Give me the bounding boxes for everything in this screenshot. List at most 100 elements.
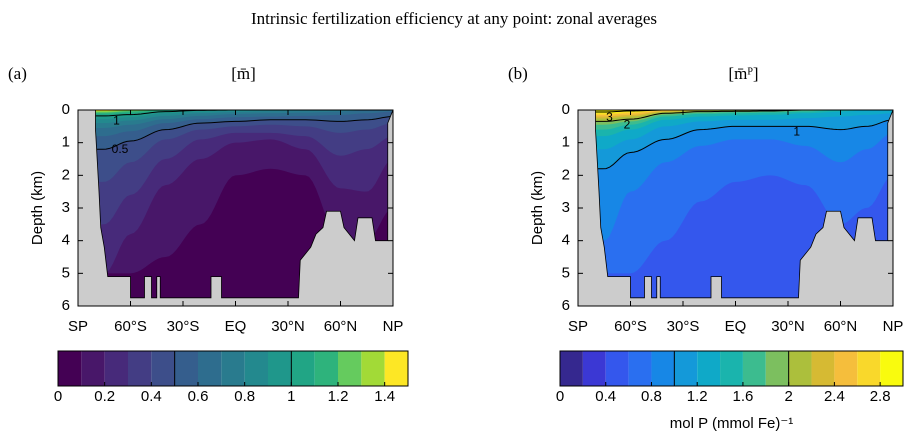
x-tick-label: 30°S xyxy=(667,318,700,335)
y-tick-label: 2 xyxy=(562,166,570,183)
y-tick-label: 0 xyxy=(62,101,70,118)
y-tick-label: 4 xyxy=(62,232,70,249)
y-tick-label: 4 xyxy=(562,232,570,249)
y-tick-label: 1 xyxy=(562,134,570,151)
contour-label: 1 xyxy=(793,125,800,139)
colorbar-tick-label: 1.2 xyxy=(328,388,349,405)
colorbar-segment xyxy=(857,351,881,386)
y-tick-label: 2 xyxy=(62,166,70,183)
contour-label: 2 xyxy=(624,117,631,131)
panel-label: (b) xyxy=(508,64,528,83)
y-axis-label: Depth (km) xyxy=(29,171,46,245)
colorbar-box xyxy=(559,350,904,387)
contour-label: 0.5 xyxy=(112,142,129,156)
y-tick-label: 6 xyxy=(62,297,70,314)
colorbar-segment xyxy=(81,351,105,386)
colorbar-tick-label: 2 xyxy=(784,388,792,405)
colorbar-tick-label: 2.4 xyxy=(824,388,845,405)
colorbar-tick-label: 0 xyxy=(556,388,564,405)
colorbar-tick-label: 0.8 xyxy=(234,388,255,405)
colorbar-segment xyxy=(605,351,629,386)
contour-band xyxy=(78,110,393,116)
colorbar-segment xyxy=(788,351,812,386)
contour-band xyxy=(578,110,893,122)
panel-title: [m̄] xyxy=(231,64,256,83)
colorbar-tick-label: 0.4 xyxy=(595,388,616,405)
colorbar-tick-label: 0.4 xyxy=(141,388,162,405)
colorbar-segment xyxy=(128,351,152,386)
colorbar-segment xyxy=(742,351,766,386)
y-tick-label: 3 xyxy=(62,199,70,216)
colorbar-segment xyxy=(674,351,698,386)
colorbar-segment xyxy=(244,351,268,386)
x-tick-label: 60°S xyxy=(114,318,147,335)
colorbar-segment xyxy=(221,351,245,386)
contour-line xyxy=(578,119,893,170)
colorbar-segment xyxy=(651,351,675,386)
contour-label: 1 xyxy=(113,113,120,127)
colorbar-tick-label: 1 xyxy=(287,388,295,405)
colorbar-segment xyxy=(834,351,858,386)
contour-band xyxy=(578,110,893,241)
colorbar-segment xyxy=(560,351,583,386)
y-axis-label: Depth (km) xyxy=(529,171,546,245)
colorbar-segment xyxy=(880,351,903,386)
plot-area: 32 1 xyxy=(578,110,893,306)
x-tick-label: SP xyxy=(568,318,588,335)
plot-area: 10.5 xyxy=(78,110,393,306)
colorbar-segment xyxy=(58,351,82,386)
y-tick-label: 5 xyxy=(62,264,70,281)
colorbar-segment xyxy=(582,351,606,386)
x-tick-label: 30°N xyxy=(771,318,805,335)
panel-label: (a) xyxy=(8,64,27,83)
land-mask xyxy=(78,110,393,306)
colorbar-tick-label: 1.6 xyxy=(733,388,754,405)
y-tick-label: 6 xyxy=(562,297,570,314)
colorbar-tick-label: 0 xyxy=(54,388,62,405)
colorbar-segment xyxy=(384,351,408,386)
colorbar-segment xyxy=(198,351,222,386)
colorbar-segment xyxy=(104,351,128,386)
x-tick-label: 60°N xyxy=(324,318,358,335)
y-tick-label: 0 xyxy=(562,101,570,118)
colorbar-segment xyxy=(151,351,175,386)
land-mask xyxy=(578,110,893,306)
colorbar-segment xyxy=(811,351,835,386)
y-tick-label: 3 xyxy=(562,199,570,216)
x-tick-label: EQ xyxy=(725,318,747,335)
colorbar-segment xyxy=(338,351,362,386)
colorbar-segment xyxy=(361,351,385,386)
contour-line xyxy=(78,116,393,150)
colorbar-segment xyxy=(174,351,198,386)
colorbar-tick-label: 0.6 xyxy=(188,388,209,405)
colorbar-label: mol P (mmol Fe)⁻¹ xyxy=(670,415,793,432)
x-tick-label: 60°N xyxy=(824,318,858,335)
colorbar-tick-label: 0.2 xyxy=(94,388,115,405)
colorbar-tick-label: 1.4 xyxy=(374,388,395,405)
colorbar-segment xyxy=(291,351,315,386)
x-tick-label: NP xyxy=(883,318,904,335)
x-tick-label: 60°S xyxy=(614,318,647,335)
contour-label: 3 xyxy=(606,110,613,124)
colorbar-tick-label: 0.8 xyxy=(641,388,662,405)
colorbar-segment xyxy=(628,351,652,386)
x-tick-label: NP xyxy=(383,318,404,335)
x-tick-label: 30°S xyxy=(167,318,200,335)
panel-title: [m̄ᴾ] xyxy=(728,64,758,83)
colorbar-box xyxy=(57,350,409,387)
colorbar-segment xyxy=(268,351,292,386)
colorbar-segment xyxy=(720,351,743,386)
x-tick-label: SP xyxy=(68,318,88,335)
contour-band xyxy=(578,110,893,119)
y-tick-label: 1 xyxy=(62,134,70,151)
colorbar-segment xyxy=(314,351,338,386)
colorbar-tick-label: 2.8 xyxy=(870,388,891,405)
colorbar-segment xyxy=(765,351,789,386)
colorbar-tick-label: 1.2 xyxy=(687,388,708,405)
y-tick-label: 5 xyxy=(562,264,570,281)
colorbar-segment xyxy=(697,351,721,386)
x-tick-label: EQ xyxy=(225,318,247,335)
x-tick-label: 30°N xyxy=(271,318,305,335)
figure-title: Intrinsic fertilization efficiency at an… xyxy=(251,9,657,28)
